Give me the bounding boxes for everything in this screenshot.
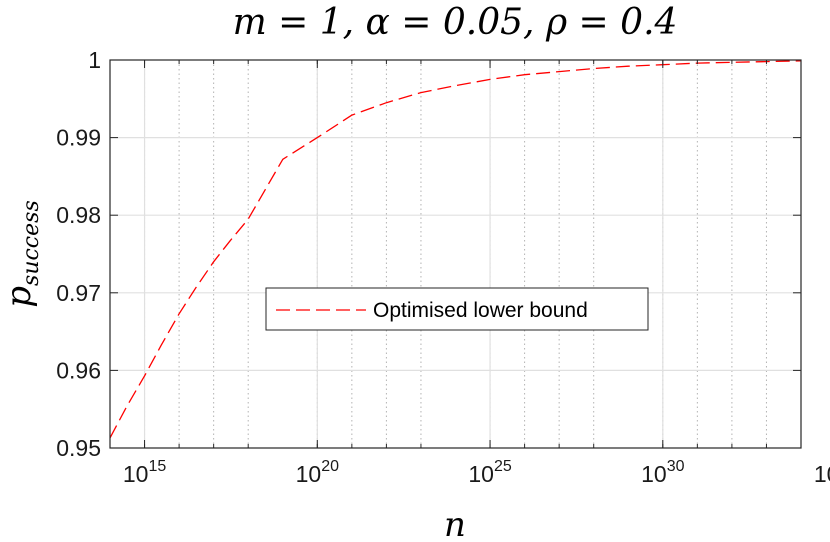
x-tick-label: 1015 <box>123 458 166 487</box>
y-tick-label: 0.98 <box>56 202 101 228</box>
y-axis-label-main: p <box>0 286 39 308</box>
legend-label: Optimised lower bound <box>373 299 588 322</box>
grid <box>110 60 801 448</box>
y-tick-label: 0.95 <box>56 435 101 461</box>
y-axis-label-sub: success <box>19 200 44 286</box>
y-tick-label: 0.97 <box>56 280 101 306</box>
x-tick-labels: 1015 1020 1025 1030 1035 <box>123 458 830 487</box>
x-tick-label: 1020 <box>296 458 339 487</box>
x-tick-label: 1025 <box>468 458 511 487</box>
y-tick-label: 0.96 <box>56 357 101 383</box>
ticks <box>110 59 801 449</box>
plot-frame <box>109 59 802 449</box>
y-tick-label: 1 <box>88 47 101 73</box>
legend-box <box>265 287 649 331</box>
chart-title: m = 1, α = 0.05, ρ = 0.4 <box>233 2 678 43</box>
x-tick-label: 1030 <box>641 458 684 487</box>
y-axis-label: psuccess <box>0 200 44 307</box>
svg-text:psuccess: psuccess <box>0 200 44 307</box>
x-axis-label: n <box>444 505 466 542</box>
y-tick-labels: 0.95 0.96 0.97 0.98 0.99 1 <box>56 47 101 461</box>
y-tick-label: 0.99 <box>56 125 101 151</box>
legend: Optimised lower bound <box>265 287 649 331</box>
x-tick-label: 1035 <box>814 458 830 487</box>
